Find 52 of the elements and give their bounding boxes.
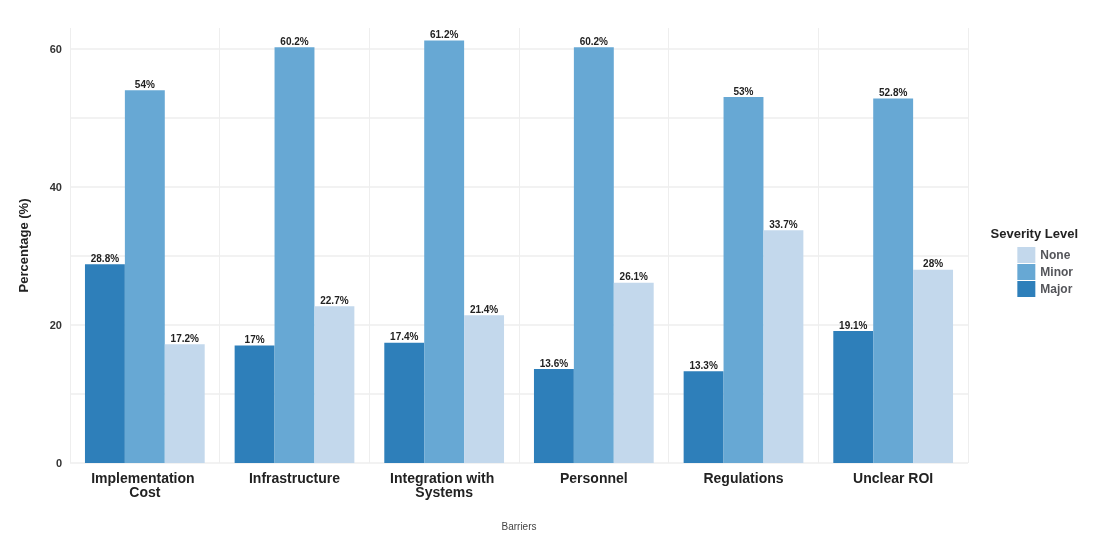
bar — [234, 345, 275, 463]
x-tick-label: Infrastructure — [248, 470, 341, 486]
data-label: 28% — [923, 258, 944, 270]
y-tick-label: 40 — [49, 180, 62, 193]
x-axis-title: Barriers — [501, 520, 537, 532]
y-axis-title: Percentage (%) — [16, 198, 31, 293]
data-label: 13.6% — [539, 357, 569, 369]
bar — [913, 269, 954, 463]
x-tick-label: Personnel — [559, 470, 628, 486]
data-label: 22.7% — [320, 294, 349, 306]
data-label: 17.2% — [170, 332, 200, 344]
bar — [873, 98, 914, 463]
data-label: 17.4% — [390, 331, 419, 343]
x-tick-label: Regulations — [703, 470, 784, 486]
bar — [424, 40, 465, 463]
bar — [833, 331, 874, 463]
data-label: 33.7% — [769, 218, 798, 230]
data-label: 61.2% — [429, 28, 459, 40]
bar — [274, 47, 315, 463]
data-label: 60.2% — [280, 35, 309, 47]
x-tick-label: Unclear ROI — [853, 470, 934, 486]
y-tick-label: 0 — [55, 457, 62, 469]
data-label: 60.2% — [579, 35, 609, 47]
x-tick-label: Implementation Cost — [91, 470, 199, 500]
bar — [763, 230, 804, 463]
legend-label: None — [1040, 248, 1071, 262]
data-label: 54% — [134, 78, 155, 90]
bar — [573, 47, 614, 463]
data-label: 21.4% — [469, 303, 499, 315]
data-label: 17% — [244, 334, 265, 346]
bar — [464, 315, 505, 463]
bar — [533, 369, 574, 463]
bar — [124, 90, 165, 463]
bar — [683, 371, 724, 463]
data-label: 52.8% — [878, 86, 908, 98]
bar — [384, 342, 425, 463]
data-label: 26.1% — [619, 271, 649, 283]
data-label: 19.1% — [839, 319, 868, 331]
data-label: 53% — [733, 85, 754, 97]
legend-label: Major — [1040, 282, 1073, 296]
bar — [613, 282, 654, 463]
bar — [723, 97, 764, 463]
y-tick-label: 60 — [49, 42, 62, 55]
data-label: 28.8% — [90, 252, 120, 264]
bar — [314, 306, 355, 463]
x-tick-label: Integration with Systems — [390, 470, 499, 500]
legend-label: Minor — [1040, 265, 1074, 279]
data-label: 13.3% — [689, 359, 718, 371]
bar — [164, 344, 205, 463]
y-tick-label: 20 — [49, 318, 62, 331]
bar — [84, 264, 125, 463]
legend-title: Severity Level — [990, 226, 1079, 241]
